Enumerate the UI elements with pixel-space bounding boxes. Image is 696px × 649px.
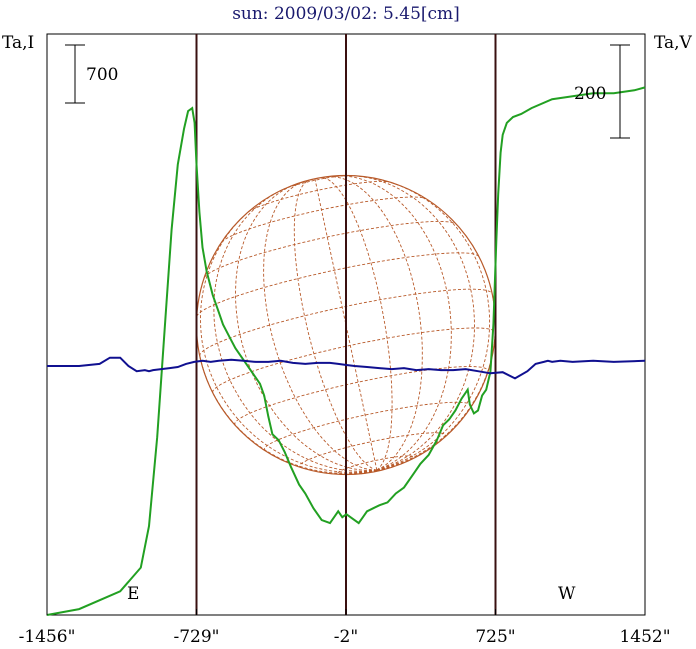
disk-longitude-line (376, 462, 404, 471)
right-scale-bar: 200 (574, 44, 630, 139)
x-tick-label: -729" (173, 627, 219, 647)
disk-longitude-line (235, 184, 377, 471)
limb-label-east: E (127, 584, 139, 604)
disk-latitude-line (337, 455, 415, 475)
x-tick-label: -1456" (19, 627, 76, 647)
chart-title: sun: 2009/03/02: 5.45[cm] (232, 4, 460, 24)
disk-longitude-line (376, 446, 433, 471)
left-scale-bar: 700 (65, 44, 118, 104)
left-y-axis-label: Ta,I (2, 33, 34, 53)
disk-longitude-line (348, 175, 475, 471)
marker-lines (195, 34, 497, 615)
disk-latitude-line (203, 220, 457, 278)
x-tick-label: 725" (475, 627, 515, 647)
disk-longitude-line (326, 176, 423, 471)
right-y-axis-label: Ta,V (654, 33, 693, 53)
disk-longitude-line (336, 175, 452, 471)
x-tick-label: -2" (334, 627, 358, 647)
disk-longitude-line (293, 179, 378, 471)
series-line-ta-i (46, 86, 646, 616)
x-tick-label: 1452" (619, 627, 670, 647)
disk-longitude-line (320, 177, 393, 471)
disk-longitude-line (376, 179, 491, 471)
limb-label-west: W (558, 584, 576, 604)
series-line-ta-v (47, 356, 646, 380)
disk-longitude-line (200, 206, 377, 473)
left-scale-bar-label: 700 (86, 65, 118, 85)
x-axis-ticks (46, 609, 646, 615)
disk-latitude-line (212, 327, 496, 393)
disk-latitude-line (263, 401, 472, 452)
right-scale-bar-label: 200 (574, 84, 606, 104)
disk-latitude-line (196, 252, 480, 317)
disk-longitude-line (199, 355, 377, 474)
disk-longitude-line (263, 181, 377, 471)
disk-longitude-line (213, 189, 377, 472)
disk-longitude-line (314, 178, 378, 471)
